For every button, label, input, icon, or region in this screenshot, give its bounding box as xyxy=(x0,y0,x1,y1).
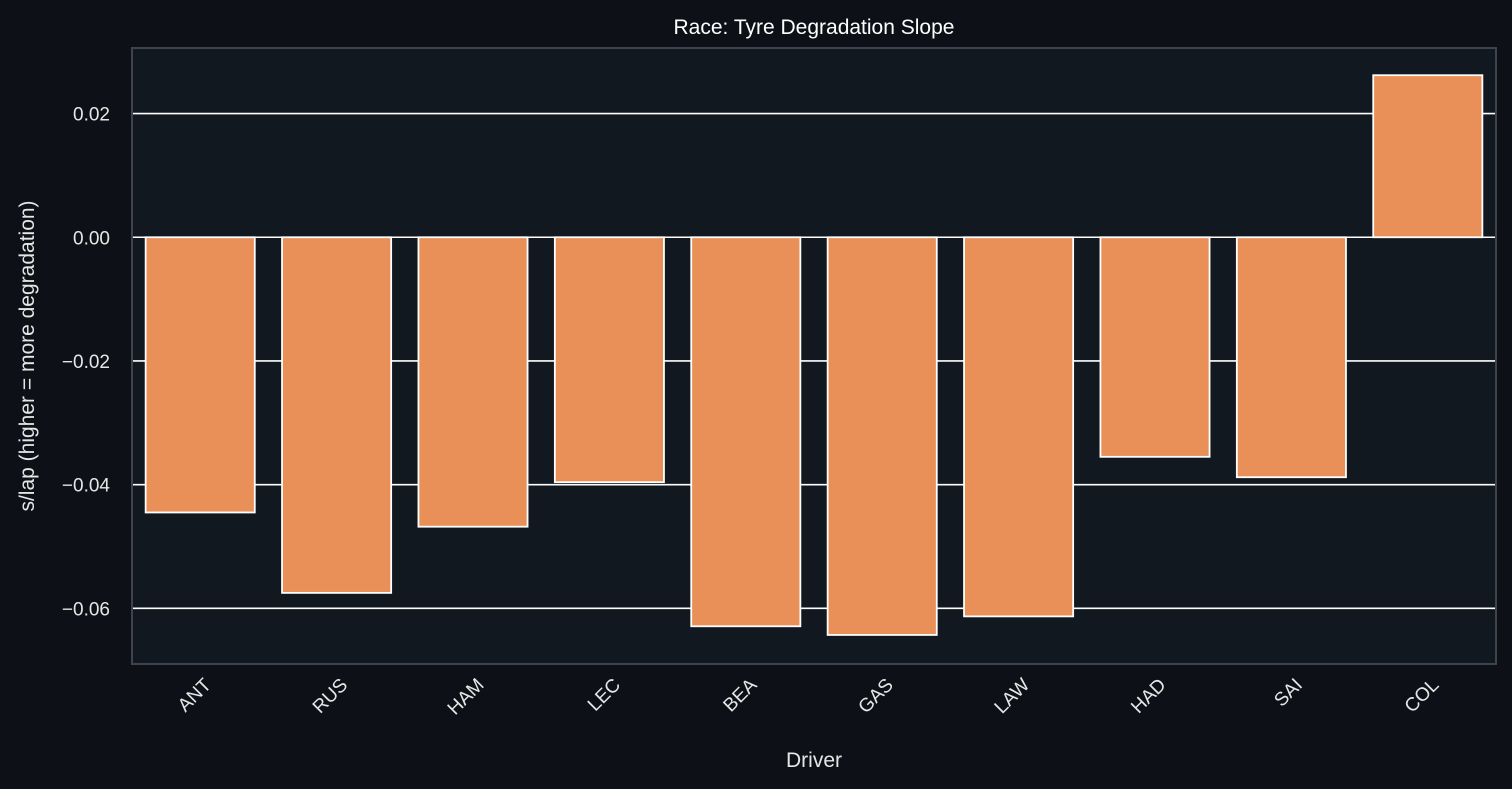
bars xyxy=(144,74,1484,636)
x-tick-label-sai: SAI xyxy=(1270,675,1307,712)
y-tick-label: −0.04 xyxy=(62,476,111,497)
x-tick-label-ham: HAM xyxy=(444,675,489,720)
y-tick-label: −0.06 xyxy=(62,599,110,620)
bar-law xyxy=(963,236,1075,618)
chart-title: Race: Tyre Degradation Slope xyxy=(674,16,955,39)
y-tick-label: 0.02 xyxy=(73,105,110,126)
x-tick-label-bea: BEA xyxy=(720,674,762,716)
x-tick-label-lec: LEC xyxy=(584,675,625,716)
y-axis-label: s/lap (higher = more degradation) xyxy=(16,200,39,511)
bar-had xyxy=(1099,236,1211,458)
x-axis-label: Driver xyxy=(786,749,842,772)
x-tick-label-gas: GAS xyxy=(855,675,898,718)
x-tick-label-rus: RUS xyxy=(309,675,352,718)
plot-frame xyxy=(131,47,1497,665)
y-tick-label: −0.02 xyxy=(62,352,110,373)
bar-col xyxy=(1372,74,1484,239)
bar-ant xyxy=(144,236,256,514)
bar-gas xyxy=(826,236,938,636)
y-tick-labels: 0.02 0.00 −0.02 −0.04 −0.06 xyxy=(62,105,111,621)
bar-rus xyxy=(281,236,393,594)
y-tick-label: 0.00 xyxy=(73,228,110,249)
bar-ham xyxy=(417,236,529,528)
bar-bea xyxy=(690,236,802,628)
x-tick-label-col: COL xyxy=(1401,675,1443,717)
bar-sai xyxy=(1235,236,1347,479)
bar-lec xyxy=(553,236,665,484)
x-tick-labels: ANT RUS HAM LEC BEA GAS LAW HAD SAI COL xyxy=(174,674,1443,719)
x-tick-label-had: HAD xyxy=(1127,675,1170,718)
x-tick-label-ant: ANT xyxy=(174,674,216,716)
x-tick-label-law: LAW xyxy=(991,675,1035,719)
